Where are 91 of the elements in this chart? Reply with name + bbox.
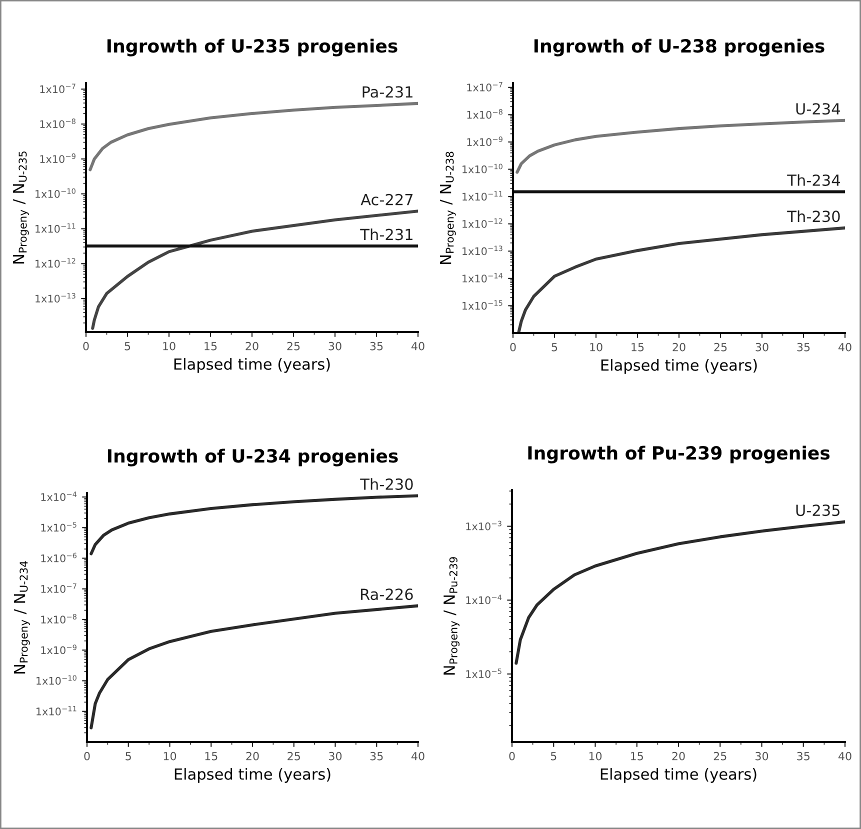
y-tick-label: 1x10$^{−4}$ <box>466 594 502 604</box>
x-tick-label: 35 <box>797 342 810 352</box>
x-tick-label: 25 <box>714 342 727 352</box>
chart-title: Ingrowth of Pu-239 progenies <box>528 446 830 464</box>
y-tick-label: 1x10$^{−11}$ <box>36 706 76 716</box>
x-tick-label: 30 <box>329 752 342 760</box>
x-tick-label: 10 <box>163 342 176 350</box>
x-tick-label: 5 <box>550 752 556 760</box>
x-tick-label: 0 <box>509 752 515 760</box>
series-label: Ra-226 <box>361 588 413 600</box>
y-tick-label: 1x10$^{−9}$ <box>40 153 76 163</box>
x-tick-label: 5 <box>126 752 131 760</box>
series-label: Ac-227 <box>360 194 413 206</box>
line-series <box>90 604 418 730</box>
x-tick-label: 25 <box>287 342 300 350</box>
y-axis-title: N$_{Progeny}$ / N$_{U-238}$ <box>440 152 456 264</box>
line-series <box>516 118 845 174</box>
x-tick-label: 40 <box>411 342 424 350</box>
x-axis-title: Elapsed time (years) <box>174 768 330 783</box>
x-tick-label: 35 <box>370 342 383 350</box>
x-tick-label: 0 <box>510 342 516 352</box>
x-tick-label: 10 <box>590 342 602 352</box>
series-label: Th-230 <box>787 210 840 222</box>
y-tick-label: 1x10$^{−10}$ <box>462 164 502 174</box>
x-tick-label: 30 <box>756 342 768 352</box>
y-tick-label: 1x10$^{−10}$ <box>36 675 76 685</box>
x-tick-label: 5 <box>124 342 130 350</box>
series-label: U-235 <box>796 504 840 516</box>
line-series <box>514 520 845 665</box>
series-label: Th-234 <box>787 174 840 186</box>
series-label: Th-231 <box>360 228 412 240</box>
x-tick-label: 15 <box>631 752 643 760</box>
y-tick-label: 1x10$^{−13}$ <box>462 246 502 256</box>
y-tick-label: 1x10$^{−15}$ <box>462 300 502 310</box>
x-tick-label: 35 <box>370 752 383 760</box>
x-tick-label: 30 <box>328 342 342 350</box>
x-tick-label: 15 <box>632 343 644 352</box>
y-tick-label: 1x10$^{−11}$ <box>36 223 76 233</box>
x-axis-title: Elapsed time (years) <box>600 768 756 783</box>
y-tick-label: 1x10$^{−7}$ <box>41 583 76 593</box>
y-axis-title: N$_{Progeny}$ / N$_{Pu-239}$ <box>444 557 460 675</box>
y-tick-label: 1x10$^{−9}$ <box>41 644 76 654</box>
y-axis-title: N$_{Progeny}$ / N$_{U-234}$ <box>14 561 30 674</box>
x-tick-label: 25 <box>288 752 300 760</box>
x-tick-label: 10 <box>589 752 602 760</box>
y-axis-title: N$_{Progeny}$ / N$_{U-235}$ <box>12 151 29 264</box>
x-tick-label: 15 <box>205 752 218 760</box>
y-tick-label: 1x10$^{−8}$ <box>41 614 76 624</box>
x-tick-label: 30 <box>756 752 768 760</box>
y-tick-label: 1x10$^{−7}$ <box>40 84 76 94</box>
chart-title: Ingrowth of U-234 progenies <box>108 448 398 466</box>
y-tick-label: 1x10$^{−7}$ <box>467 82 502 92</box>
line-series <box>90 494 418 556</box>
y-tick-label: 1x10$^{−14}$ <box>462 273 503 282</box>
series-label: Pa-231 <box>362 86 412 98</box>
y-tick-label: 1x10$^{−9}$ <box>467 136 502 146</box>
y-tick-label: 1x10$^{−12}$ <box>36 258 76 268</box>
x-axis-title: Elapsed time (years) <box>601 359 757 374</box>
x-axis-title: Elapsed time (years) <box>174 358 330 373</box>
x-tick-label: 20 <box>672 342 686 352</box>
chart-title: Ingrowth of U-238 progenies <box>534 38 824 56</box>
x-tick-label: 40 <box>838 752 852 760</box>
line-series <box>91 210 418 330</box>
x-tick-label: 5 <box>552 343 558 352</box>
x-tick-label: 25 <box>714 752 726 760</box>
y-tick-label: 1x10$^{−12}$ <box>462 218 502 228</box>
x-tick-label: 20 <box>246 342 258 350</box>
x-tick-label: 0 <box>83 342 89 350</box>
x-tick-label: 40 <box>411 752 424 760</box>
x-tick-label: 40 <box>838 342 852 352</box>
y-tick-label: 1x10$^{−8}$ <box>467 109 502 119</box>
y-tick-label: 1x10$^{−4}$ <box>41 492 77 502</box>
series-label: Th-230 <box>360 478 413 490</box>
y-tick-label: 1x10$^{−11}$ <box>462 191 502 201</box>
y-tick-label: 1x10$^{−3}$ <box>466 520 502 530</box>
chart-title: Ingrowth of U-235 progenies <box>107 38 398 56</box>
x-tick-label: 20 <box>672 752 685 760</box>
y-tick-label: 1x10$^{−6}$ <box>41 552 77 562</box>
y-tick-label: 1x10$^{−5}$ <box>41 522 76 532</box>
y-tick-label: 1x10$^{−5}$ <box>466 668 502 678</box>
y-tick-label: 1x10$^{−10}$ <box>36 188 76 198</box>
x-tick-label: 10 <box>164 752 176 760</box>
line-series <box>88 102 418 172</box>
y-tick-label: 1x10$^{−8}$ <box>40 118 76 128</box>
x-tick-label: 15 <box>204 342 217 350</box>
line-series <box>517 226 845 333</box>
x-tick-label: 20 <box>246 752 259 760</box>
series-label: U-234 <box>796 103 840 115</box>
x-tick-label: 0 <box>84 752 90 760</box>
y-tick-label: 1x10$^{−13}$ <box>36 293 76 303</box>
x-tick-label: 35 <box>797 752 810 760</box>
